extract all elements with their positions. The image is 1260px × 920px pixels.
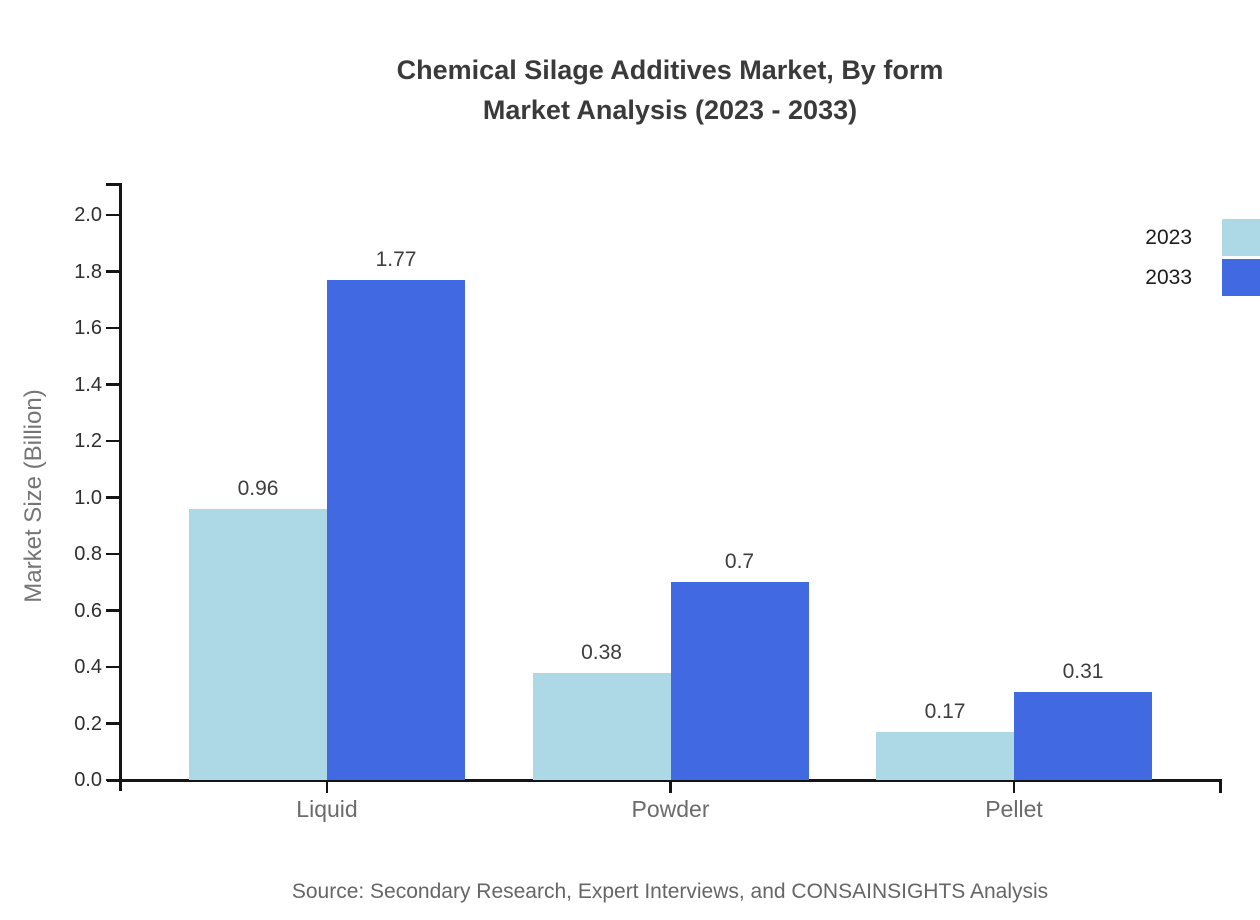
y-tick: [106, 326, 120, 330]
x-tick: [325, 781, 329, 793]
legend: 2023 2033: [1142, 219, 1260, 299]
y-tick-label: 0.6: [74, 599, 102, 622]
source-note: Source: Secondary Research, Expert Inter…: [291, 880, 1049, 903]
bar-2023-pellet: [876, 731, 1014, 780]
legend-label-2033: 2033: [1145, 265, 1192, 289]
legend-swatch-2023: [1222, 219, 1260, 256]
y-tick-label: 1.0: [74, 486, 102, 509]
y-tick: [106, 778, 120, 782]
y-tick-label: 0.4: [74, 656, 102, 678]
y-tick-label: 1.2: [74, 430, 102, 452]
y-tick-label: 0.8: [74, 543, 102, 565]
x-category-label: Pellet: [985, 796, 1043, 822]
bar-value-label: 0.38: [581, 640, 622, 664]
bar-value-label: 0.96: [237, 476, 279, 500]
bar-2023-powder: [532, 672, 671, 780]
y-tick-label: 1.8: [74, 260, 102, 283]
y-tick-label: 2.0: [74, 204, 102, 226]
x-category-label: Powder: [631, 796, 710, 822]
bar-value-label: 0.31: [1062, 660, 1104, 684]
bar-value-label: 0.7: [724, 550, 755, 574]
y-tick: [106, 270, 120, 273]
x-tick: [1012, 781, 1016, 793]
legend-item-2033: 2033: [1142, 259, 1260, 296]
y-tick: [106, 609, 120, 612]
chart-title: Chemical Silage Additives Market, By for…: [80, 50, 1260, 130]
bar-2023-liquid: [189, 508, 327, 780]
y-axis-top-cap: [106, 183, 120, 186]
legend-label-2023: 2023: [1145, 225, 1192, 249]
y-tick: [106, 439, 120, 443]
bar-2033-liquid: [327, 279, 465, 780]
x-category-label: Liquid: [296, 796, 358, 822]
y-tick: [106, 496, 120, 499]
y-tick-label: 0.0: [74, 769, 102, 791]
y-tick: [106, 722, 120, 725]
y-tick: [106, 383, 120, 386]
x-axis-right-cap: [1219, 779, 1222, 793]
bar-2033-pellet: [1014, 692, 1152, 780]
y-tick-label: 1.4: [74, 373, 102, 396]
legend-swatch-2033: [1222, 259, 1260, 296]
chart-title-line2: Market Analysis (2023 - 2033): [482, 95, 858, 125]
x-tick: [669, 781, 672, 793]
legend-item-2023: 2023: [1142, 219, 1260, 256]
bar-2033-powder: [670, 582, 809, 780]
chart-title-line1: Chemical Silage Additives Market, By for…: [396, 55, 944, 85]
y-tick: [106, 552, 120, 556]
y-tick: [106, 665, 120, 669]
bar-value-label: 1.77: [375, 247, 417, 271]
y-tick-label: 0.2: [74, 712, 102, 735]
y-tick-label: 1.6: [74, 317, 102, 339]
x-axis-line: [107, 779, 1222, 782]
y-tick: [106, 213, 120, 217]
y-axis-line: [119, 183, 122, 791]
bar-value-label: 0.17: [924, 699, 966, 723]
